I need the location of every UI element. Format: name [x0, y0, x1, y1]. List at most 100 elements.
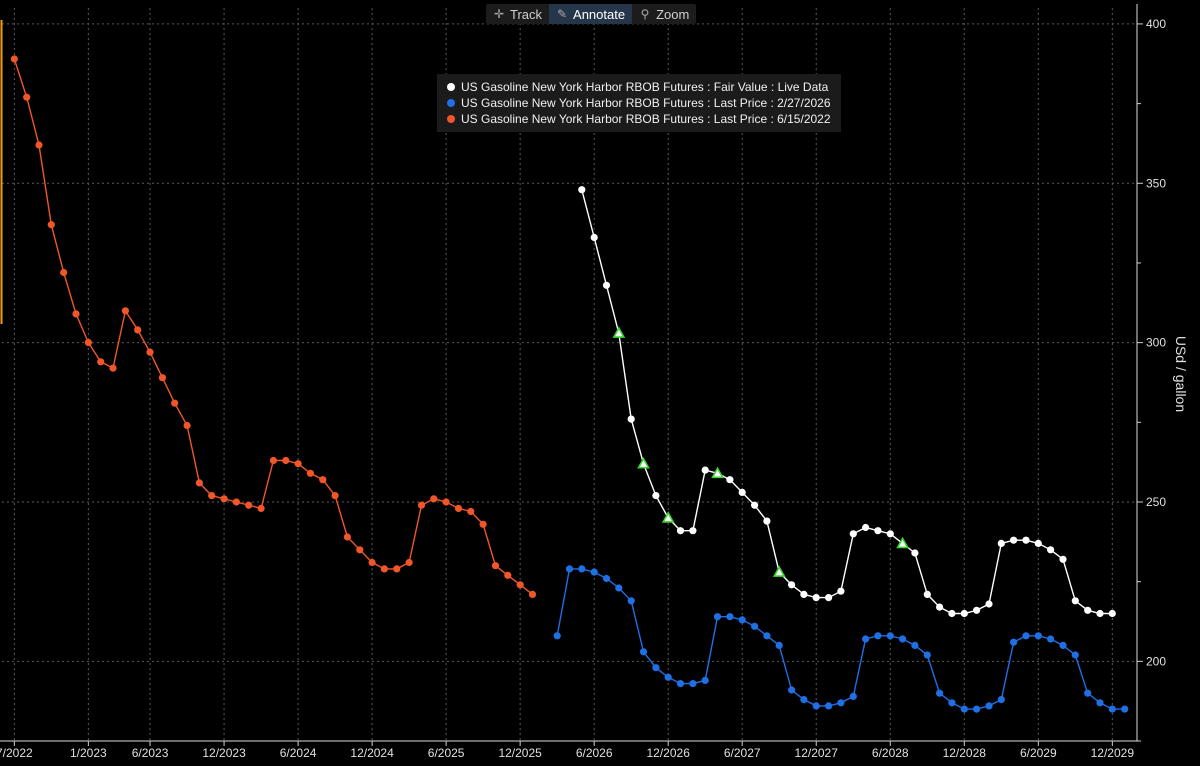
data-point — [393, 565, 401, 573]
data-point — [232, 498, 240, 506]
series-line — [581, 189, 1113, 615]
data-point — [923, 651, 931, 659]
data-point — [936, 689, 944, 697]
data-point — [121, 307, 129, 315]
x-tick-label: 7/2022 — [0, 746, 33, 760]
data-point — [738, 488, 746, 496]
data-point — [528, 590, 537, 599]
axes: 200 250 300 350 400 7/2022 1/2023 6/2023 12/2023… — [0, 4, 1166, 760]
data-point — [134, 326, 142, 334]
data-point — [183, 421, 191, 430]
data-point — [491, 562, 500, 570]
data-point — [1034, 632, 1042, 640]
data-point — [849, 692, 857, 701]
data-point — [1047, 546, 1055, 554]
data-point — [504, 571, 512, 579]
pencil-icon: ✎ — [557, 7, 568, 21]
data-point — [886, 530, 894, 538]
data-point — [812, 594, 820, 602]
data-point — [874, 632, 882, 640]
annotate-button[interactable]: ✎ Annotate — [549, 4, 633, 24]
data-point — [689, 680, 697, 688]
data-point — [923, 590, 931, 599]
x-tick-label: 12/2027 — [795, 746, 839, 760]
data-point — [109, 364, 117, 372]
legend-swatch — [447, 83, 455, 91]
legend-label: US Gasoline New York Harbor RBOB Futures… — [461, 80, 829, 94]
data-point — [775, 641, 783, 650]
data-point — [652, 492, 660, 500]
x-tick-label: 12/2025 — [498, 746, 542, 760]
data-point — [442, 498, 450, 506]
legend: US Gasoline New York Harbor RBOB Futures… — [437, 74, 841, 132]
data-point — [837, 587, 845, 595]
data-point — [701, 466, 709, 474]
data-point — [84, 339, 92, 347]
triangle-marker — [637, 457, 650, 469]
legend-swatch — [447, 115, 455, 123]
data-point — [1059, 555, 1067, 563]
data-point — [10, 55, 18, 63]
data-point — [911, 549, 919, 557]
data-point — [319, 476, 327, 484]
data-point — [1047, 635, 1055, 643]
data-point — [997, 696, 1005, 704]
data-point — [788, 581, 796, 589]
data-point — [467, 507, 475, 516]
data-point — [800, 590, 808, 599]
data-point — [627, 597, 635, 605]
data-point — [751, 622, 759, 630]
data-point — [1096, 609, 1104, 618]
crosshair-icon: ✛ — [493, 7, 505, 21]
data-point — [911, 641, 919, 650]
magnifier-icon: ⚲ — [640, 7, 650, 21]
y-tick-label: 300 — [1146, 336, 1166, 350]
data-point — [1084, 689, 1092, 697]
data-point — [47, 221, 55, 229]
data-point — [874, 527, 882, 535]
data-point — [245, 501, 253, 509]
data-point — [1108, 609, 1116, 618]
x-tick-label: 12/2023 — [202, 746, 246, 760]
data-point — [726, 613, 734, 621]
x-tick-label: 6/2029 — [1020, 746, 1057, 760]
track-button[interactable]: ✛ Track — [486, 4, 549, 24]
data-point — [862, 635, 870, 643]
x-tick-label: 6/2023 — [132, 746, 169, 760]
data-point — [652, 664, 660, 672]
data-point — [405, 558, 413, 567]
data-point — [158, 374, 166, 382]
data-point — [553, 632, 561, 640]
data-point — [985, 702, 993, 710]
data-point — [97, 358, 105, 366]
data-point — [1010, 536, 1018, 544]
data-point — [1022, 632, 1030, 640]
data-point — [973, 705, 981, 713]
zoom-button[interactable]: ⚲ Zoom — [632, 4, 696, 24]
legend-item[interactable]: US Gasoline New York Harbor RBOB Futures… — [447, 111, 831, 127]
data-point — [331, 492, 339, 500]
data-point — [454, 504, 463, 512]
data-point — [35, 141, 43, 149]
data-point — [1108, 705, 1116, 713]
data-point — [195, 479, 203, 487]
x-tick-label: 12/2024 — [350, 746, 394, 760]
data-point — [788, 686, 796, 694]
data-point — [899, 635, 907, 643]
x-tick-label: 12/2029 — [1091, 746, 1135, 760]
x-tick-label: 12/2026 — [647, 746, 691, 760]
legend-item[interactable]: US Gasoline New York Harbor RBOB Futures… — [447, 95, 831, 111]
y-axis-label: USd / gallon — [1173, 335, 1189, 413]
data-point — [948, 609, 956, 618]
x-tick-label: 6/2025 — [428, 746, 465, 760]
data-point — [985, 600, 993, 608]
data-point — [701, 676, 709, 685]
data-point — [825, 702, 833, 710]
triangle-marker — [711, 466, 724, 479]
triangle-marker — [661, 511, 675, 523]
legend-item[interactable]: US Gasoline New York Harbor RBOB Futures… — [447, 79, 831, 95]
data-point — [960, 705, 968, 713]
data-point — [269, 456, 277, 465]
data-point — [849, 530, 857, 538]
